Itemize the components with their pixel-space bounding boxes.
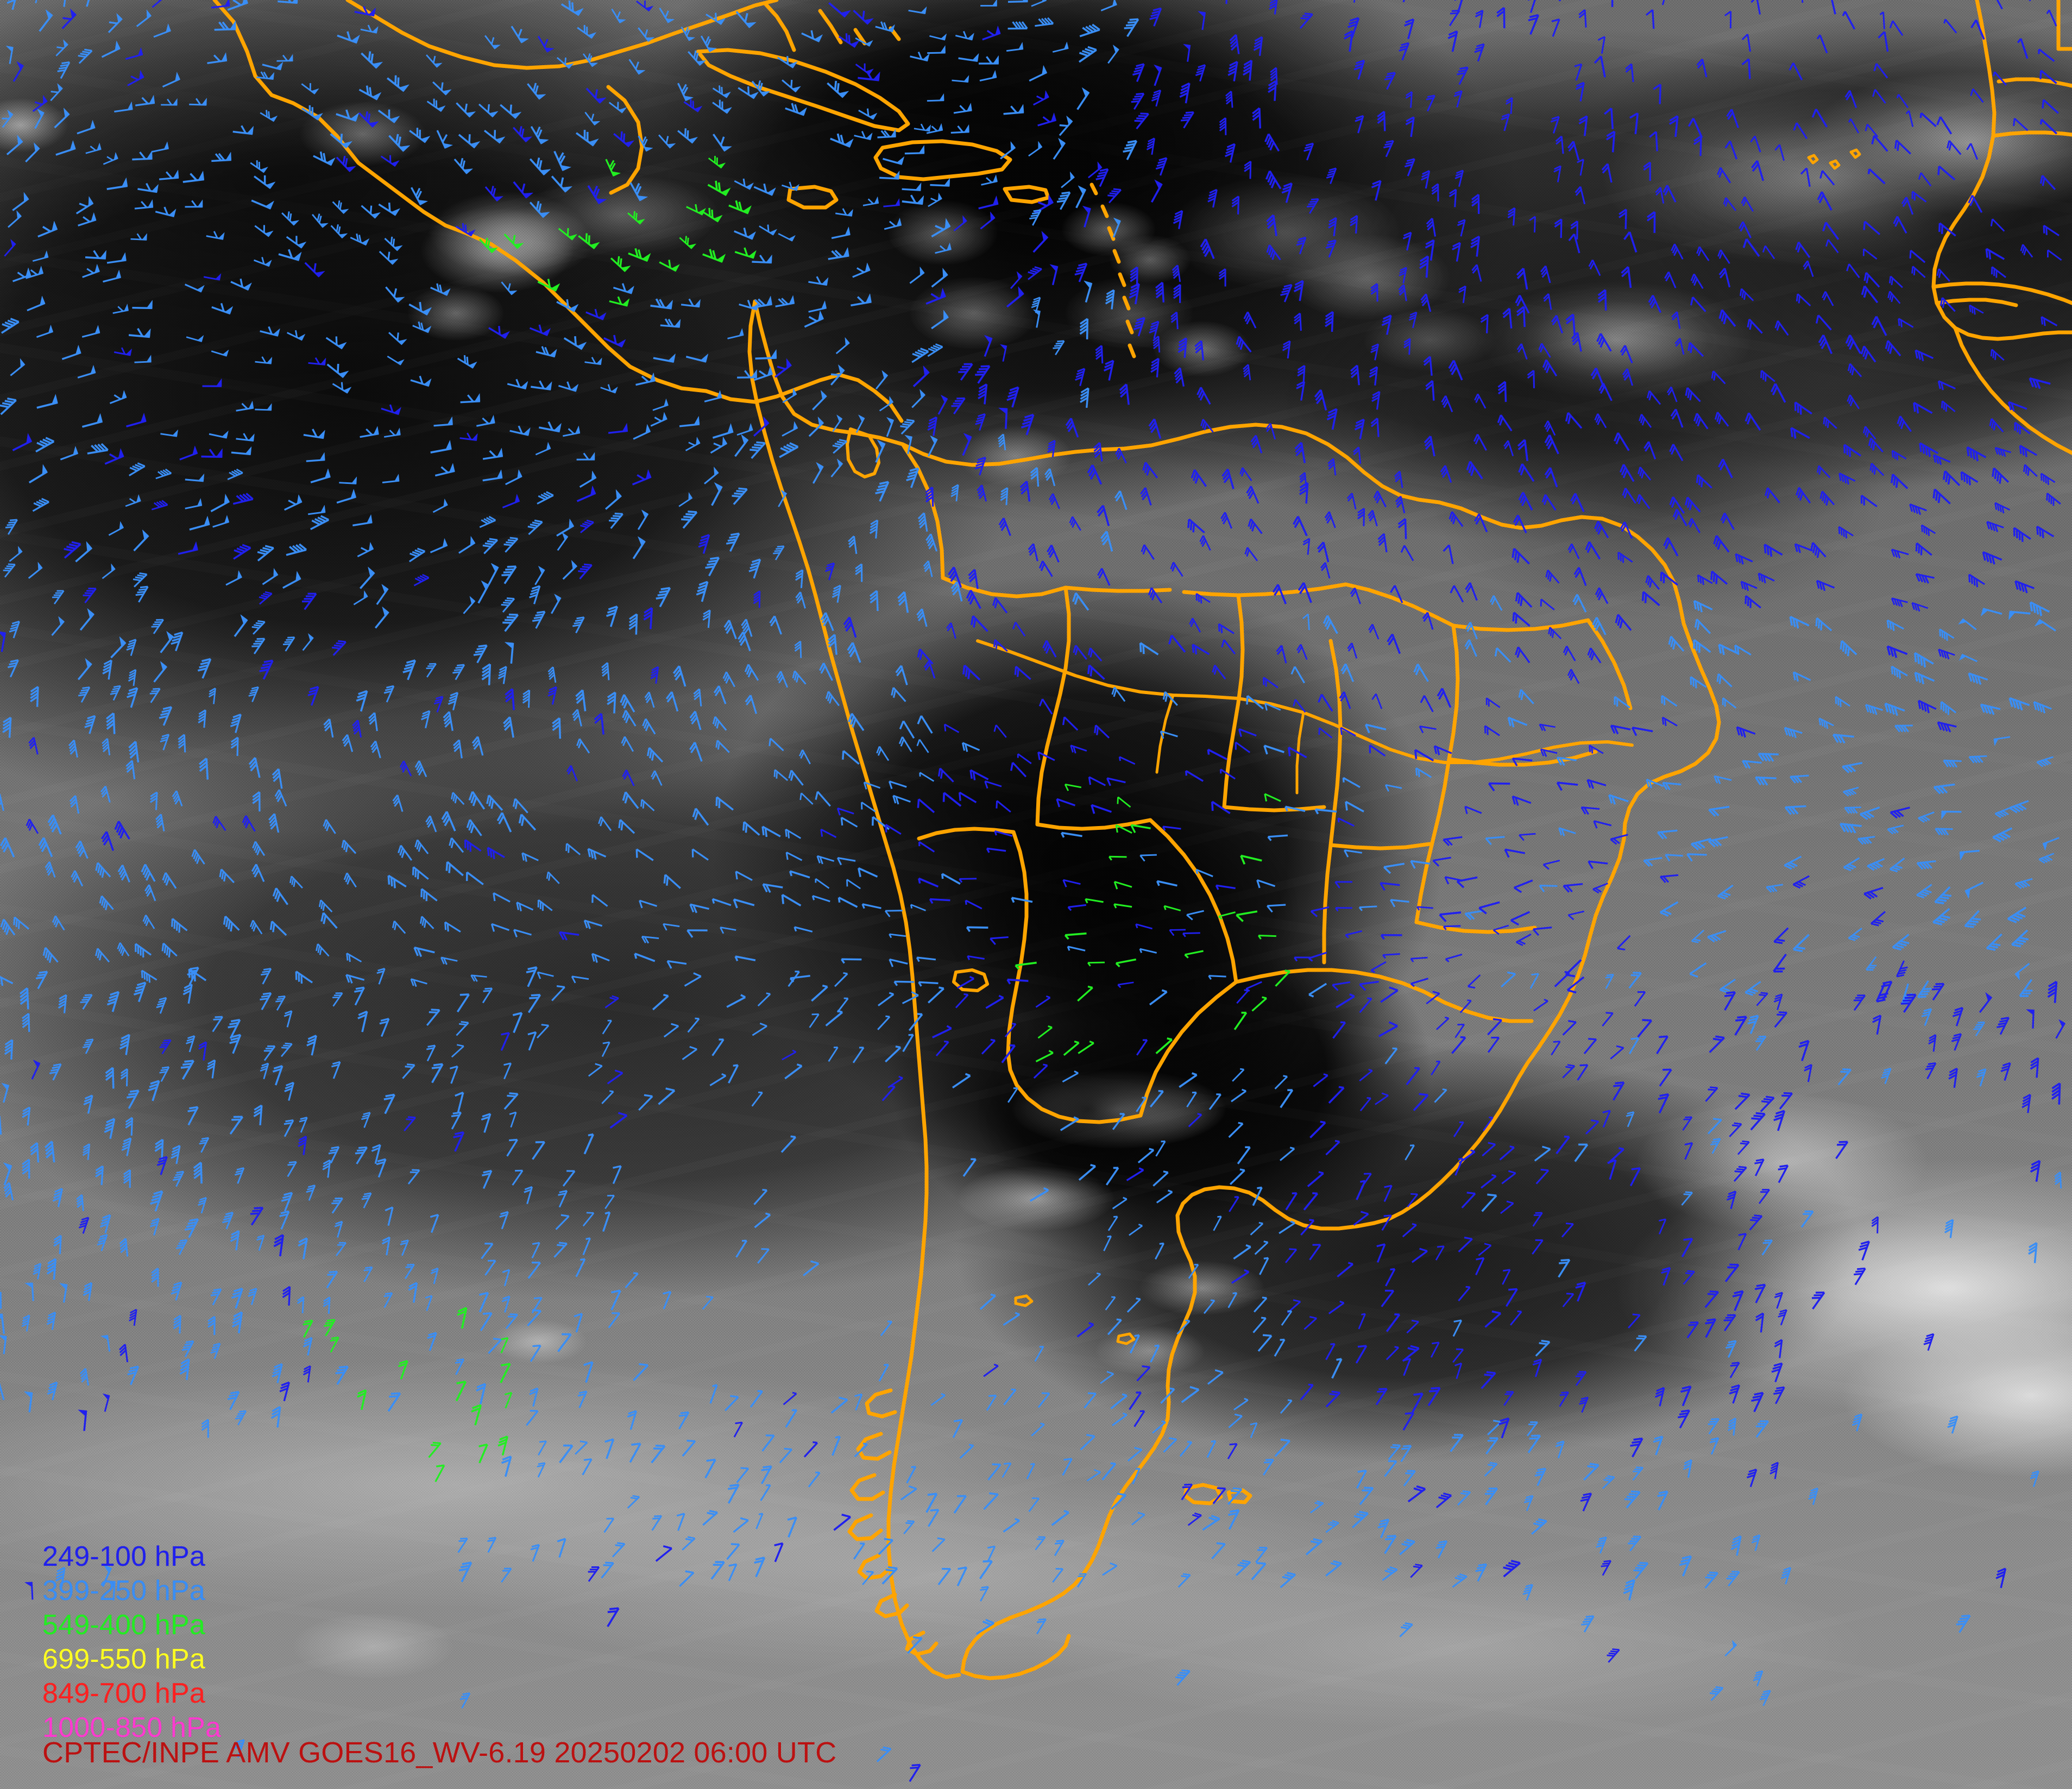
pressure-layer-legend[interactable]: 249-100 hPa 399-250 hPa 549-400 hPa 699-… bbox=[42, 1542, 221, 1748]
legend-item-699-550[interactable]: 699-550 hPa bbox=[42, 1645, 221, 1673]
legend-item-1000-850[interactable]: 1000-850 hPa bbox=[42, 1714, 221, 1742]
legend-item-849-700[interactable]: 849-700 hPa bbox=[42, 1679, 221, 1708]
legend-item-549-400[interactable]: 549-400 hPa bbox=[42, 1611, 221, 1639]
product-caption: CPTEC/INPE AMV GOES16_WV-6.19 20250202 0… bbox=[42, 1736, 836, 1769]
legend-item-399-250[interactable]: 399-250 hPa bbox=[42, 1577, 221, 1605]
legend-item-249-100[interactable]: 249-100 hPa bbox=[42, 1542, 221, 1571]
